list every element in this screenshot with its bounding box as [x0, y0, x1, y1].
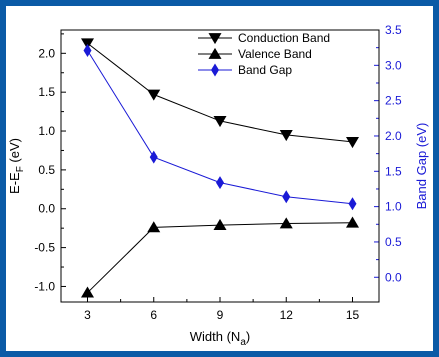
- legend-label-conduction-band: Conduction Band: [238, 31, 330, 45]
- right-y-tick-label: 2.5: [385, 94, 402, 108]
- legend: Conduction Band Valence Band Band Gap: [198, 31, 330, 77]
- left-y-tick-label: -0.5: [34, 241, 55, 255]
- conduction-band-point: [81, 38, 94, 50]
- valence-band-point: [147, 221, 161, 233]
- left-axis-title-units: (eV): [7, 138, 22, 166]
- conduction-band-point: [346, 137, 359, 149]
- plot-area-border: [60, 29, 380, 303]
- x-tick-label: 9: [217, 308, 224, 322]
- valence-band-point: [213, 218, 227, 230]
- legend-label-band-gap: Band Gap: [238, 63, 292, 77]
- left-y-tick-label: -1.0: [34, 279, 55, 293]
- right-y-tick-label: 2.0: [385, 129, 402, 143]
- x-tick-label: 6: [150, 308, 157, 322]
- x-tick-label: 3: [84, 308, 91, 322]
- band-gap-point: [348, 197, 357, 211]
- left-y-tick-label: 0.0: [38, 202, 55, 216]
- right-axis-title: Band Gap (eV): [414, 123, 429, 210]
- legend-label-valence-band: Valence Band: [238, 47, 312, 61]
- left-axis-title-sub: F: [15, 166, 26, 172]
- right-y-tick-label: 3.5: [385, 23, 402, 37]
- lines-layer: [87, 42, 353, 294]
- x-axis-title-sub: a: [240, 337, 246, 348]
- markers-layer: [81, 38, 359, 298]
- band-gap-point: [149, 150, 158, 164]
- x-axis-title: Width (Na): [190, 329, 250, 348]
- x-axis-title-close: ): [246, 329, 250, 344]
- left-axis-title: E-EF (eV): [7, 138, 26, 194]
- conduction-band-point: [279, 130, 293, 142]
- line-chart: 3 6 9 12 15 -1.0 -0.5 0.0 0.5 1.0 1.5 2.0 0.0 0.5 1.0 1…: [7, 23, 429, 348]
- left-axis-title-main: E-E: [7, 172, 22, 194]
- left-y-tick-label: 1.5: [38, 85, 55, 99]
- left-y-tick-label: 2.0: [38, 46, 55, 60]
- x-tick-label: 15: [346, 308, 360, 322]
- conduction-band-point: [147, 89, 161, 101]
- ticks-layer: 3 6 9 12 15 -1.0 -0.5 0.0 0.5 1.0 1.5 2.0 0.0 0.5 1.0 1…: [34, 23, 402, 322]
- conduction-band-point: [213, 116, 227, 128]
- band-gap-point: [83, 43, 92, 57]
- right-y-tick-label: 1.5: [385, 164, 402, 178]
- right-y-tick-label: 1.0: [385, 200, 402, 214]
- left-y-tick-label: 1.0: [38, 124, 55, 138]
- left-y-tick-label: 0.5: [38, 163, 55, 177]
- valence-band-point: [279, 217, 293, 229]
- right-y-tick-label: 0.0: [385, 270, 402, 284]
- right-y-tick-label: 0.5: [385, 235, 402, 249]
- valence-band-line: [87, 222, 353, 294]
- x-tick-label: 12: [280, 308, 294, 322]
- legend-marker-conduction-band: [208, 33, 222, 45]
- band-gap-point: [216, 176, 224, 190]
- legend-marker-band-gap: [211, 63, 219, 77]
- band-gap-point: [282, 190, 291, 204]
- valence-band-point: [81, 286, 94, 298]
- legend-marker-valence-band: [208, 47, 222, 59]
- right-y-tick-label: 3.0: [385, 58, 402, 72]
- x-axis-title-main: Width (N: [190, 329, 241, 344]
- plot-panel: 3 6 9 12 15 -1.0 -0.5 0.0 0.5 1.0 1.5 2.0 0.0 0.5 1.0 1…: [6, 6, 433, 351]
- valence-band-point: [346, 216, 359, 228]
